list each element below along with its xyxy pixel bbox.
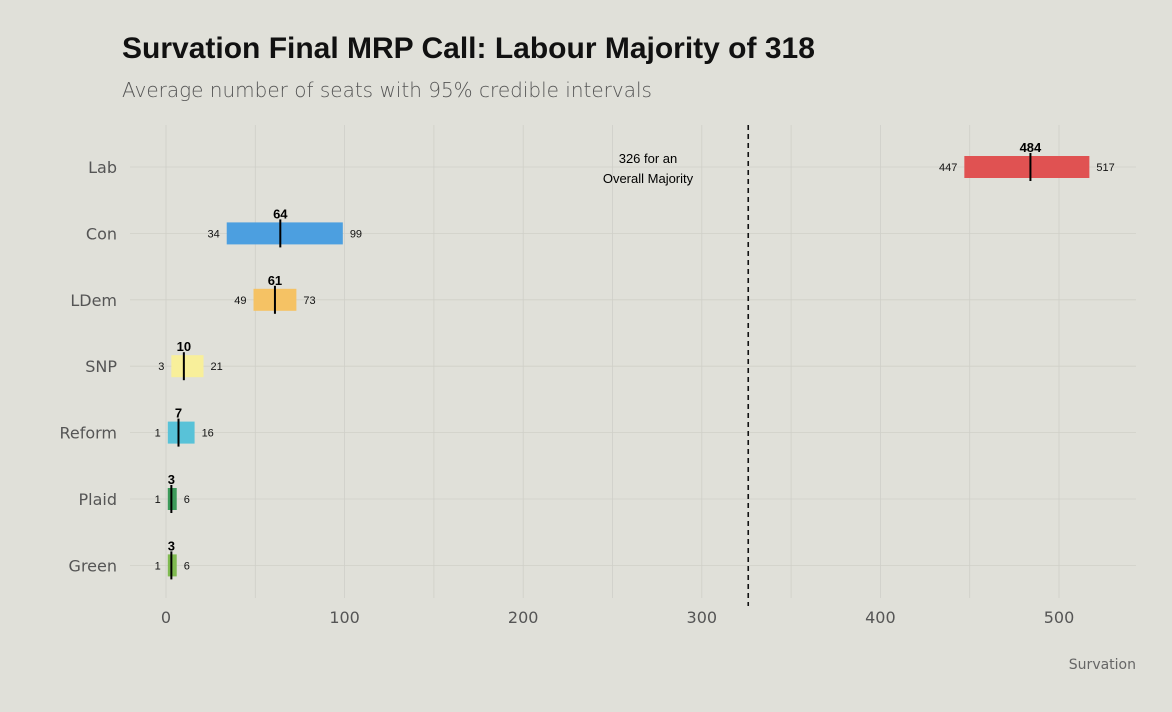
- y-category-label: Con: [86, 224, 117, 243]
- low-bound-label-green: 1: [155, 560, 161, 572]
- high-bound-label-snp: 21: [211, 361, 223, 373]
- estimate-label-green: 3: [168, 538, 175, 553]
- majority-annotation-line1: 326 for an: [619, 151, 678, 166]
- y-category-label: LDem: [70, 291, 117, 310]
- estimate-label-ldem: 61: [268, 273, 282, 288]
- low-bound-label-snp: 3: [158, 361, 164, 373]
- low-bound-label-con: 34: [207, 228, 219, 240]
- estimate-label-con: 64: [273, 206, 288, 221]
- y-category-label: SNP: [85, 357, 117, 376]
- interval-bar-reform: [167, 421, 195, 444]
- high-bound-label-green: 6: [184, 560, 190, 572]
- low-bound-label-plaid: 1: [155, 494, 161, 506]
- y-category-label: Reform: [59, 424, 117, 443]
- high-bound-label-lab: 517: [1096, 162, 1114, 174]
- high-bound-label-reform: 16: [202, 428, 214, 440]
- interval-bar-con: [226, 222, 343, 245]
- low-bound-label-reform: 1: [155, 428, 161, 440]
- x-tick-label: 200: [508, 608, 539, 627]
- chart-subtitle: Average number of seats with 95% credibl…: [122, 78, 652, 102]
- y-category-label: Lab: [88, 158, 117, 177]
- interval-bar-lab: [964, 156, 1090, 178]
- high-bound-label-plaid: 6: [184, 494, 190, 506]
- y-category-label: Green: [69, 556, 117, 575]
- interval-bar-snp: [171, 355, 204, 378]
- low-bound-label-lab: 447: [939, 162, 957, 174]
- chart-title: Survation Final MRP Call: Labour Majorit…: [122, 32, 815, 65]
- x-tick-label: 300: [687, 608, 718, 627]
- x-tick-label: 500: [1044, 608, 1075, 627]
- x-tick-label: 100: [329, 608, 360, 627]
- estimate-label-snp: 10: [177, 339, 191, 354]
- high-bound-label-con: 99: [350, 228, 362, 240]
- x-tick-label: 0: [161, 608, 171, 627]
- estimate-label-reform: 7: [175, 406, 182, 421]
- estimate-label-lab: 484: [1020, 140, 1042, 155]
- y-category-label: Plaid: [79, 490, 118, 509]
- low-bound-label-ldem: 49: [234, 295, 246, 307]
- source-caption: Survation: [1068, 657, 1136, 673]
- majority-annotation-line2: Overall Majority: [603, 171, 694, 186]
- estimate-label-plaid: 3: [168, 472, 175, 487]
- x-tick-label: 400: [865, 608, 896, 627]
- high-bound-label-ldem: 73: [303, 295, 315, 307]
